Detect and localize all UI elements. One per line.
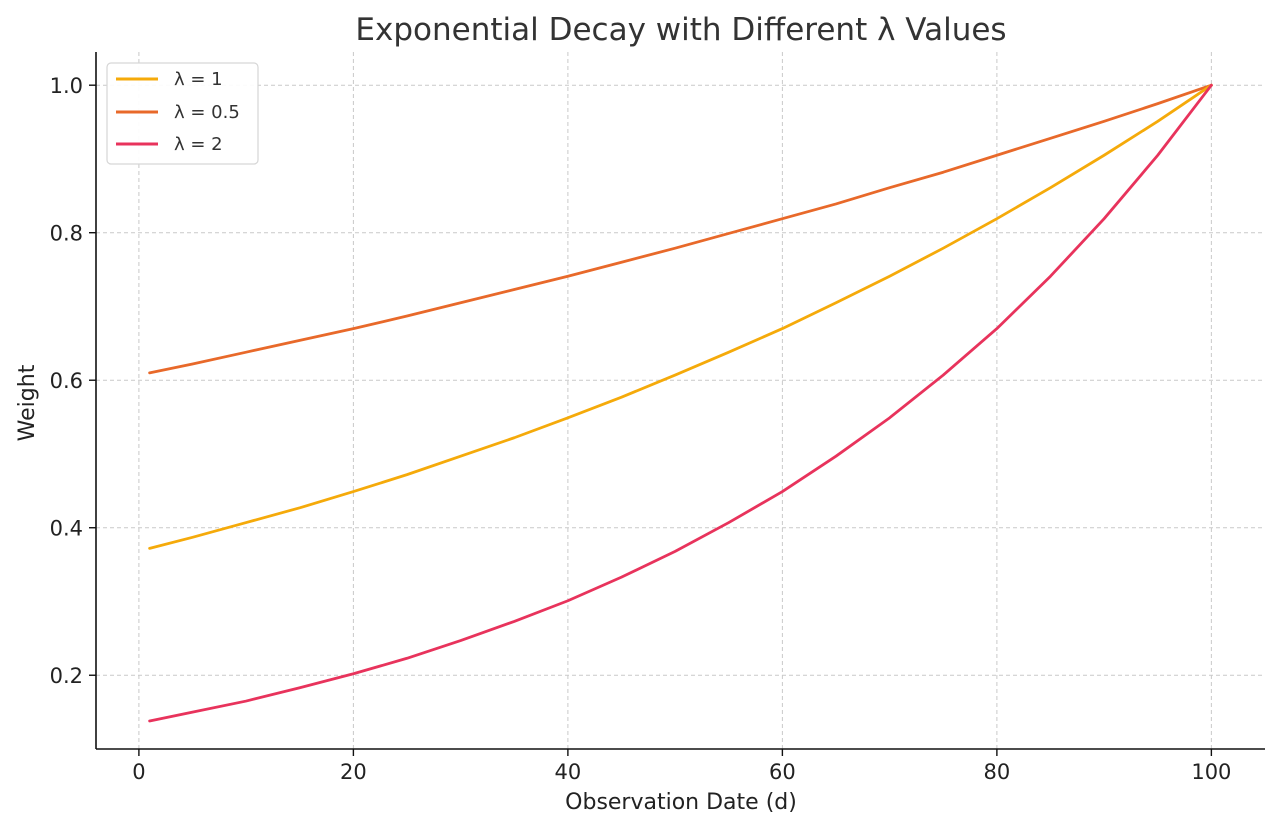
- x-tick-label: 60: [769, 760, 796, 784]
- legend-label-lambda-0-5: λ = 0.5: [174, 102, 240, 123]
- series-line-0-5: [148, 83, 1213, 375]
- legend-label-lambda-1: λ = 1: [174, 69, 223, 90]
- y-tick-label: 0.2: [50, 664, 83, 688]
- x-tick-label: 40: [555, 760, 582, 784]
- legend: λ = 1 λ = 0.5 λ = 2: [106, 62, 259, 165]
- grid: [96, 52, 1265, 749]
- x-tick-label: 100: [1191, 760, 1231, 784]
- series-line-2: [148, 83, 1213, 723]
- y-axis-label: Weight: [15, 364, 40, 441]
- x-axis-label: Observation Date (d): [565, 790, 797, 815]
- x-tick-label: 0: [132, 760, 145, 784]
- chart-title: Exponential Decay with Different λ Value…: [355, 12, 1006, 48]
- y-tick-label: 1.0: [50, 74, 83, 98]
- legend-label-lambda-2: λ = 2: [174, 134, 223, 155]
- y-tick-label: 0.4: [50, 517, 83, 541]
- x-tick-label: 20: [340, 760, 367, 784]
- x-tick-label: 80: [984, 760, 1011, 784]
- series-line-1: [148, 83, 1213, 550]
- axis-ticks: 0 20 40 60 80 100 0.2 0.4 0.6 0.8 1.0: [50, 74, 1232, 784]
- legend-box: [106, 62, 259, 165]
- y-tick-label: 0.6: [50, 369, 83, 393]
- plot-area: [148, 83, 1213, 723]
- y-tick-label: 0.8: [50, 222, 83, 246]
